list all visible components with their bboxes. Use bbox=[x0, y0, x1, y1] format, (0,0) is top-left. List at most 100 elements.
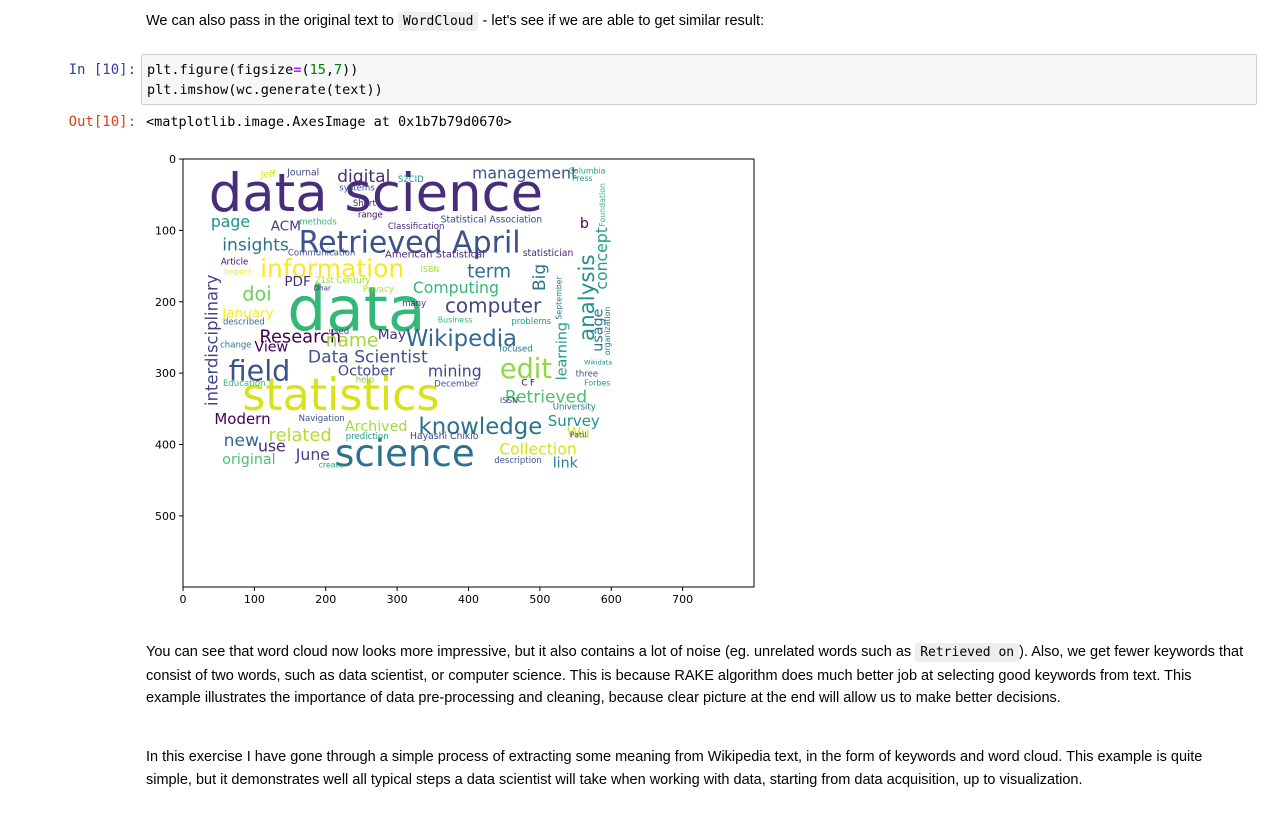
wordcloud-word: Dhar bbox=[314, 283, 331, 292]
wordcloud-word: Wikidata bbox=[584, 359, 612, 367]
wordcloud-word: systems bbox=[339, 183, 375, 193]
wordcloud-word: new bbox=[224, 431, 259, 451]
wordcloud-word: Patil bbox=[570, 430, 587, 439]
wordcloud-word: Hayashi Chikio bbox=[410, 431, 479, 442]
wordcloud-word: Article bbox=[221, 258, 248, 268]
wordcloud-word: Research bbox=[259, 326, 341, 347]
x-tick-label: 0 bbox=[180, 593, 187, 606]
wordcloud-word: October bbox=[338, 363, 395, 379]
para1-text-a: You can see that word cloud now looks mo… bbox=[146, 644, 916, 660]
wordcloud-word: link bbox=[553, 455, 579, 471]
wordcloud-word: used bbox=[329, 327, 350, 337]
y-tick-label: 100 bbox=[155, 224, 176, 237]
wordcloud-word: learning bbox=[554, 322, 570, 380]
wordcloud-word: Impact bbox=[224, 268, 251, 277]
wordcloud-word: many bbox=[402, 299, 426, 309]
wordcloud-word: September bbox=[554, 275, 563, 319]
code-line-2[interactable]: plt.imshow(wc.generate(text)) bbox=[147, 82, 383, 98]
wordcloud-word: June bbox=[295, 445, 330, 464]
wordcloud-word: name bbox=[326, 331, 379, 352]
wordcloud-word: create bbox=[319, 460, 344, 469]
y-tick-label: 500 bbox=[155, 510, 176, 523]
plot-axes-frame bbox=[182, 158, 755, 588]
wordcloud-word: interdisciplinary bbox=[202, 274, 221, 406]
wordcloud-word: range bbox=[358, 211, 383, 221]
y-tick-label: 0 bbox=[169, 153, 176, 166]
wordcloud-word: Navigation bbox=[299, 414, 345, 424]
wordcloud-word: related bbox=[269, 425, 332, 446]
wordcloud-word: Classification bbox=[388, 222, 445, 232]
wordcloud-word: help bbox=[356, 375, 374, 385]
wordcloud-word: Big bbox=[530, 264, 550, 291]
wordcloud-word: edit bbox=[500, 354, 552, 385]
wordcloud-word: statistician bbox=[523, 248, 574, 259]
wordcloud-word: Data Scientist bbox=[308, 347, 428, 367]
wordcloud-word: page bbox=[211, 212, 250, 231]
wordcloud-word: Press bbox=[572, 174, 593, 183]
wordcloud-plot: 0 100 200 300 400 500 600 700 0100200300400500 … bbox=[155, 153, 755, 606]
wordcloud-word: May bbox=[378, 327, 406, 343]
output-prompt: Out[10]: bbox=[68, 114, 136, 130]
wordcloud-word: Education bbox=[223, 379, 266, 389]
wordcloud-word: b bbox=[580, 216, 589, 232]
wordcloud-word: C F bbox=[521, 378, 535, 388]
wordcloud-word: described bbox=[223, 318, 265, 328]
x-tick-label: 600 bbox=[601, 593, 622, 606]
wordcloud-word: Privacy bbox=[363, 285, 394, 295]
wordcloud-word: prediction bbox=[346, 432, 389, 442]
x-tick-label: 500 bbox=[529, 593, 550, 606]
wordcloud-word: field bbox=[229, 353, 291, 387]
wordcloud-word: methods bbox=[299, 218, 337, 228]
wordcloud-word: science bbox=[335, 432, 475, 475]
y-tick-label: 200 bbox=[155, 296, 176, 309]
wordcloud-word: ISBN bbox=[421, 265, 440, 274]
wordcloud-word: change bbox=[220, 340, 251, 350]
wordcloud-word: Columbia bbox=[568, 166, 605, 175]
wordcloud-word: Wu bbox=[567, 425, 590, 441]
wordcloud-word: problems bbox=[511, 317, 551, 327]
wordcloud-word: description bbox=[494, 456, 542, 466]
inline-code-wordcloud: WordCloud bbox=[398, 12, 479, 31]
wordcloud-word: Modern bbox=[214, 410, 270, 428]
wordcloud-word: analysis bbox=[575, 254, 600, 341]
wordcloud-word: ISSN bbox=[500, 396, 518, 405]
x-tick-label: 300 bbox=[387, 593, 408, 606]
wordcloud-word: use bbox=[258, 437, 286, 456]
wordcloud-word: three bbox=[576, 370, 599, 380]
code-cell-editor[interactable]: plt.figure(figsize=(15,7)) plt.imshow(wc… bbox=[141, 54, 1257, 105]
wordcloud-word: mining bbox=[428, 362, 482, 381]
code-line-1[interactable]: plt.figure(figsize=(15,7)) bbox=[147, 62, 359, 78]
conclusion-paragraph: In this exercise I have gone through a s… bbox=[146, 746, 1246, 791]
wordcloud-word: Archived bbox=[345, 419, 407, 435]
intro-text-before: We can also pass in the original text to bbox=[146, 13, 399, 29]
wordcloud-word: original bbox=[222, 452, 275, 468]
wordcloud-word: data bbox=[287, 274, 425, 345]
wordcloud-word: usage bbox=[591, 308, 607, 351]
intro-text-after: - let's see if we are able to get simila… bbox=[478, 13, 765, 29]
wordcloud-word: knowledge bbox=[419, 414, 543, 440]
wordcloud-word: statistics bbox=[242, 370, 439, 421]
wordcloud-word: Collection bbox=[499, 439, 577, 458]
input-prompt: In [10]: bbox=[68, 62, 136, 78]
wordcloud-word: focused bbox=[499, 345, 533, 355]
wordcloud-word: View bbox=[254, 340, 288, 356]
wordcloud-word: Retrieved bbox=[505, 387, 587, 407]
x-tick-label: 700 bbox=[672, 593, 693, 606]
wordcloud-word: ACM bbox=[271, 218, 301, 234]
x-tick-label: 200 bbox=[315, 593, 336, 606]
wordcloud-word: doi bbox=[242, 282, 271, 305]
wordcloud-word: Foundation bbox=[598, 183, 607, 227]
wordcloud-word: Journal bbox=[286, 167, 319, 178]
wordcloud-word: Computing bbox=[413, 278, 499, 297]
wordcloud-word: concept bbox=[592, 227, 611, 290]
wordcloud-word: Jeff bbox=[260, 170, 276, 181]
wordcloud-word: December bbox=[434, 380, 479, 390]
wordcloud-word: S2CID bbox=[398, 175, 424, 185]
wordcloud-word: Short bbox=[353, 199, 377, 209]
para1-text-b: ). Also, we get fewer keywords that cons… bbox=[146, 644, 1244, 706]
wordcloud-word: computer bbox=[445, 293, 542, 317]
wordcloud-word: Statistical Association bbox=[441, 215, 543, 226]
wordcloud-word: January bbox=[221, 305, 273, 321]
wordcloud-word: University bbox=[553, 403, 596, 413]
wordcloud-word: Communication bbox=[288, 248, 355, 258]
